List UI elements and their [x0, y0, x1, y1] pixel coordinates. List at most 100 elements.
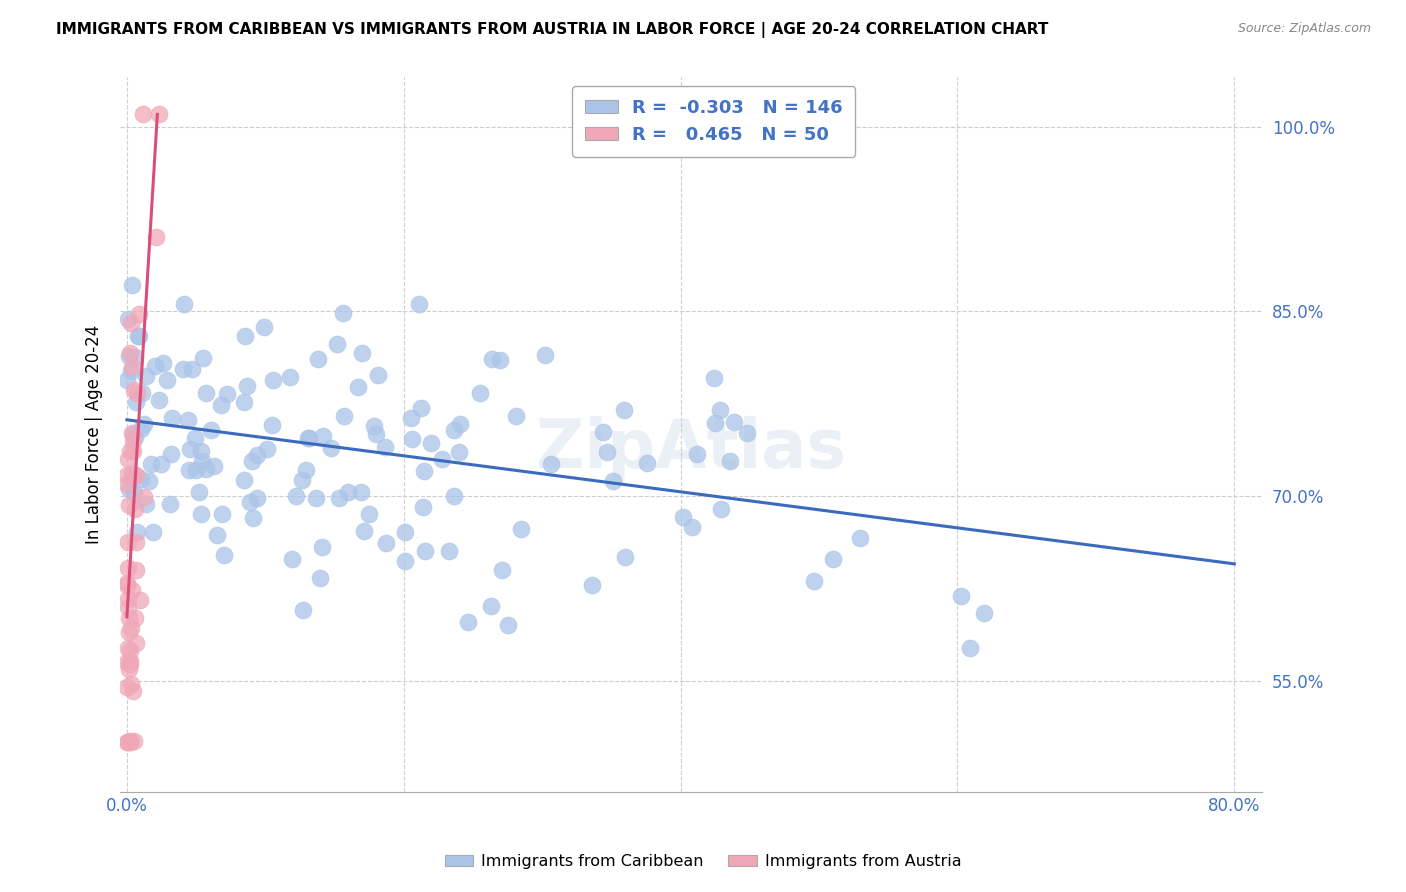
Point [135, 368, 157, 383]
Point [120, 676, 142, 690]
Point [117, 560, 139, 574]
Point [312, 429, 335, 443]
Point [149, 457, 172, 471]
Point [232, 473, 254, 487]
Point [148, 392, 170, 407]
Point [246, 448, 269, 462]
Point [125, 562, 148, 576]
Point [959, 641, 981, 656]
Point [125, 525, 148, 540]
Point [118, 733, 141, 747]
Point [430, 452, 453, 467]
Point [179, 463, 201, 477]
Point [117, 575, 139, 590]
Point [117, 599, 139, 614]
Point [122, 443, 145, 458]
Legend: Immigrants from Caribbean, Immigrants from Austria: Immigrants from Caribbean, Immigrants fr… [439, 847, 967, 875]
Point [347, 380, 370, 394]
Point [117, 476, 139, 491]
Point [613, 402, 636, 417]
Point [415, 544, 437, 558]
Point [125, 468, 148, 483]
Point [129, 593, 152, 607]
Point [122, 434, 145, 448]
Point [120, 644, 142, 658]
Text: Source: ZipAtlas.com: Source: ZipAtlas.com [1237, 22, 1371, 36]
Point [256, 442, 278, 456]
Point [374, 440, 396, 454]
Point [281, 552, 304, 566]
Point [394, 554, 416, 568]
Point [117, 467, 139, 482]
Point [117, 655, 139, 669]
Point [375, 536, 398, 550]
Point [160, 447, 183, 461]
Point [118, 625, 141, 640]
Point [278, 369, 301, 384]
Point [117, 680, 139, 694]
Point [596, 444, 619, 458]
Point [468, 386, 491, 401]
Point [350, 485, 373, 500]
Point [534, 348, 557, 362]
Point [195, 385, 218, 400]
Point [124, 430, 146, 444]
Point [443, 423, 465, 437]
Point [412, 500, 434, 514]
Point [152, 356, 174, 370]
Point [681, 520, 703, 534]
Point [117, 312, 139, 326]
Point [190, 508, 212, 522]
Point [117, 735, 139, 749]
Point [124, 395, 146, 409]
Point [309, 571, 332, 585]
Point [121, 582, 143, 597]
Point [821, 551, 844, 566]
Point [127, 386, 149, 401]
Point [394, 524, 416, 539]
Point [120, 346, 142, 360]
Point [211, 507, 233, 521]
Point [488, 353, 510, 368]
Point [496, 618, 519, 632]
Point [117, 610, 139, 624]
Point [350, 346, 373, 360]
Point [420, 436, 443, 450]
Text: ZipAtlas: ZipAtlas [536, 416, 846, 482]
Point [191, 351, 214, 365]
Point [179, 442, 201, 456]
Point [121, 466, 143, 480]
Point [443, 489, 465, 503]
Point [202, 458, 225, 473]
Legend: R =  -0.303   N = 146, R =   0.465   N = 50: R = -0.303 N = 146, R = 0.465 N = 50 [572, 87, 855, 157]
Point [253, 319, 276, 334]
Point [156, 374, 179, 388]
Point [128, 328, 150, 343]
Point [592, 425, 614, 440]
Point [212, 548, 235, 562]
Point [298, 431, 321, 445]
Point [710, 502, 733, 516]
Point [636, 456, 658, 470]
Point [457, 615, 479, 630]
Point [117, 535, 139, 549]
Point [117, 591, 139, 606]
Point [439, 543, 461, 558]
Point [131, 386, 153, 401]
Point [172, 362, 194, 376]
Point [367, 368, 389, 383]
Point [138, 474, 160, 488]
Point [602, 475, 624, 489]
Point [735, 426, 758, 441]
Point [118, 482, 141, 496]
Point [326, 337, 349, 351]
Point [142, 524, 165, 539]
Point [703, 371, 725, 385]
Point [242, 511, 264, 525]
Point [121, 425, 143, 440]
Point [200, 423, 222, 437]
Point [159, 497, 181, 511]
Point [121, 278, 143, 293]
Point [122, 426, 145, 441]
Point [117, 735, 139, 749]
